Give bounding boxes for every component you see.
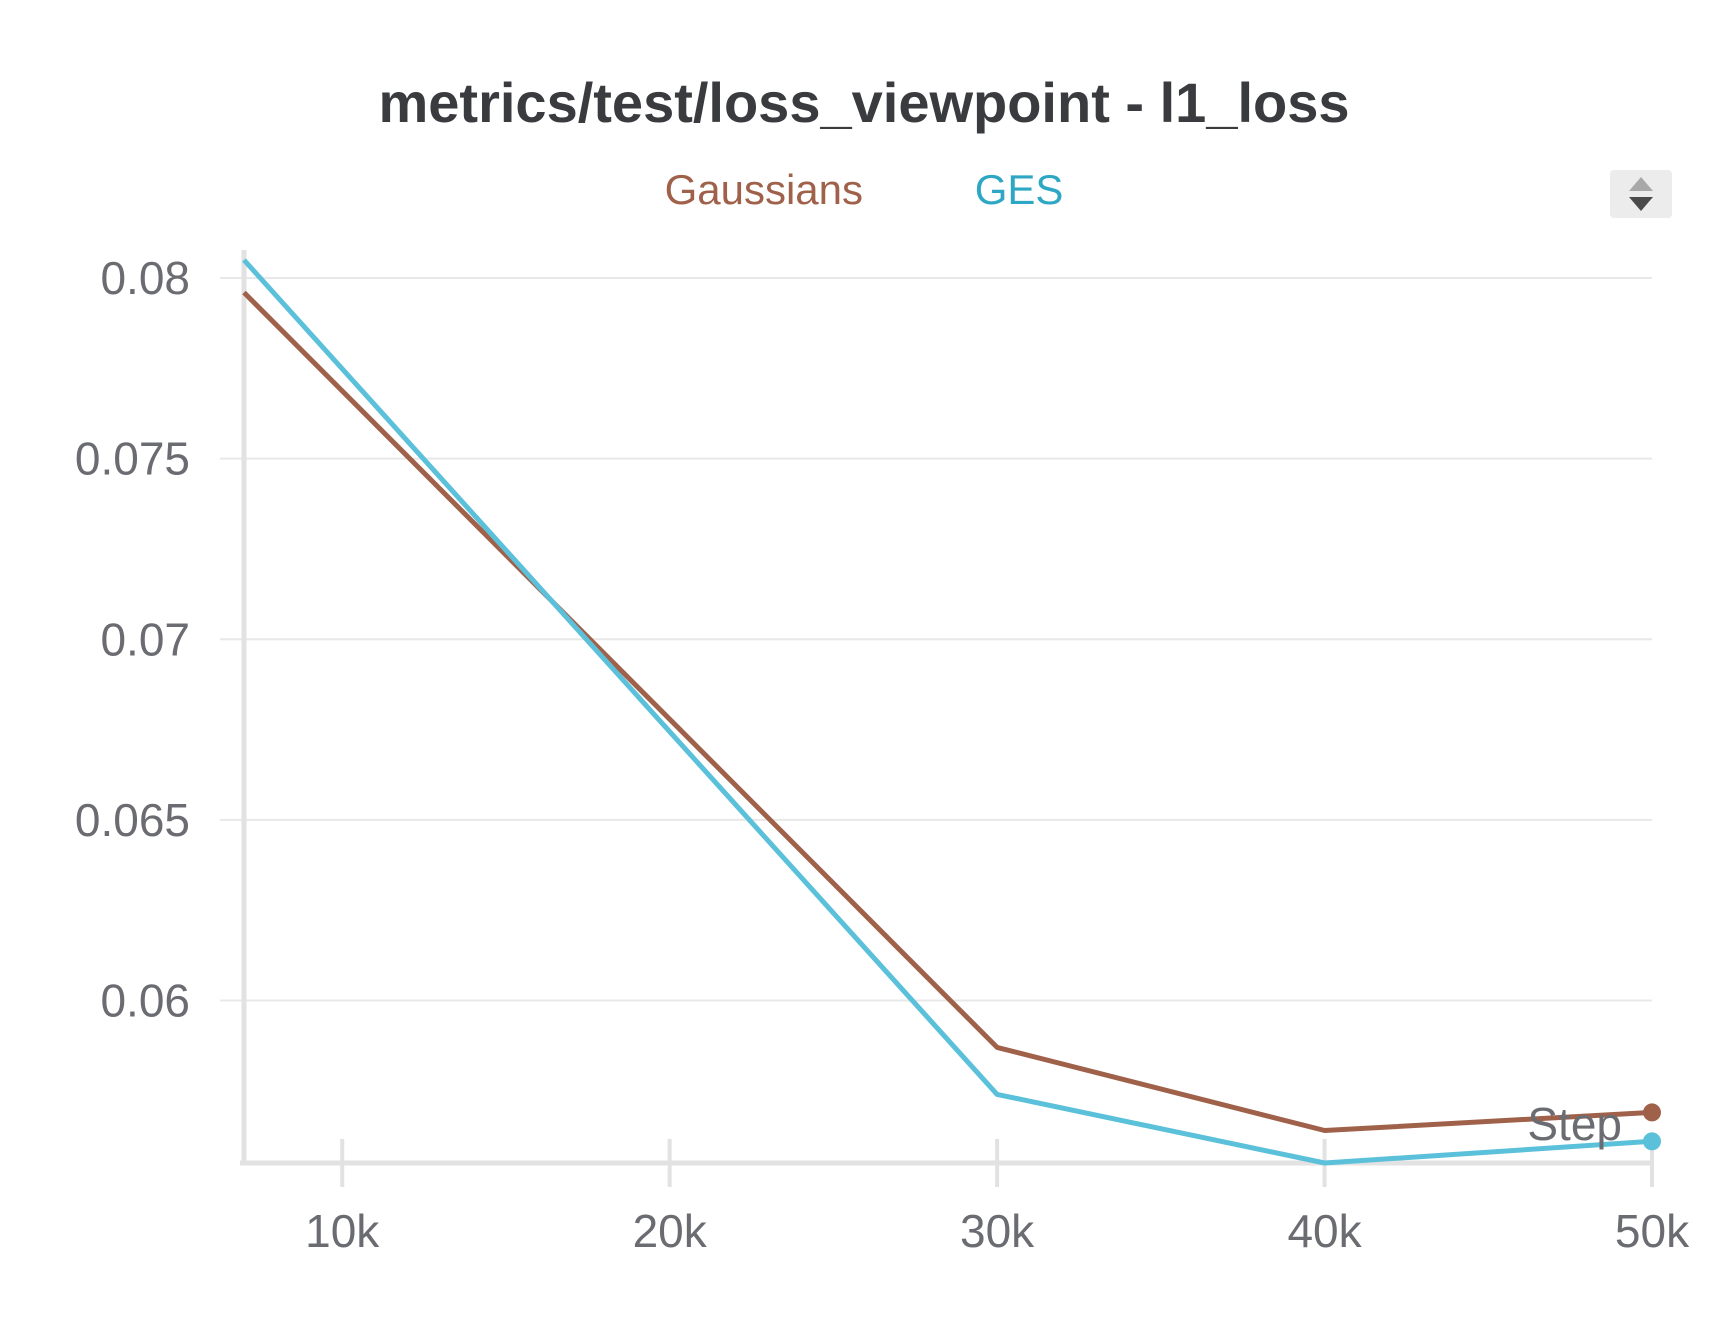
chevron-up-icon[interactable] — [1629, 177, 1653, 191]
axes — [240, 250, 1654, 1187]
series-endpoint-gaussians — [1643, 1103, 1661, 1122]
x-tick-label: 40k — [1287, 1205, 1362, 1257]
x-axis-title: Step — [1527, 1098, 1622, 1150]
x-tick-label: 20k — [633, 1205, 708, 1257]
y-tick-label: 0.08 — [100, 252, 190, 304]
x-tick-label: 50k — [1615, 1205, 1690, 1257]
legend-scroll-button[interactable] — [1610, 170, 1672, 218]
chart-title: metrics/test/loss_viewpoint - l1_loss — [378, 71, 1350, 134]
y-tick-label: 0.075 — [75, 433, 190, 485]
y-tick-label: 0.06 — [100, 974, 190, 1026]
tick-labels: 0.08 0.075 0.07 0.065 0.06 10k 20k 30k 40k 50k Ste… — [75, 252, 1690, 1257]
y-tick-label: 0.065 — [75, 794, 190, 846]
y-tick-label: 0.07 — [100, 613, 190, 665]
legend-item-gaussians[interactable]: Gaussians — [664, 166, 864, 213]
legend-item-ges[interactable]: GES — [974, 166, 1064, 213]
series-line-ges — [242, 258, 1653, 1166]
grid-lines — [220, 277, 1652, 1002]
x-tick-label: 30k — [960, 1205, 1035, 1257]
series-lines — [242, 258, 1661, 1166]
series-line-gaussians — [242, 290, 1653, 1133]
series-endpoint-ges — [1643, 1132, 1661, 1151]
chevron-down-icon[interactable] — [1629, 197, 1653, 211]
legend: Gaussians GES — [0, 166, 1728, 214]
x-tick-label: 10k — [305, 1205, 380, 1257]
